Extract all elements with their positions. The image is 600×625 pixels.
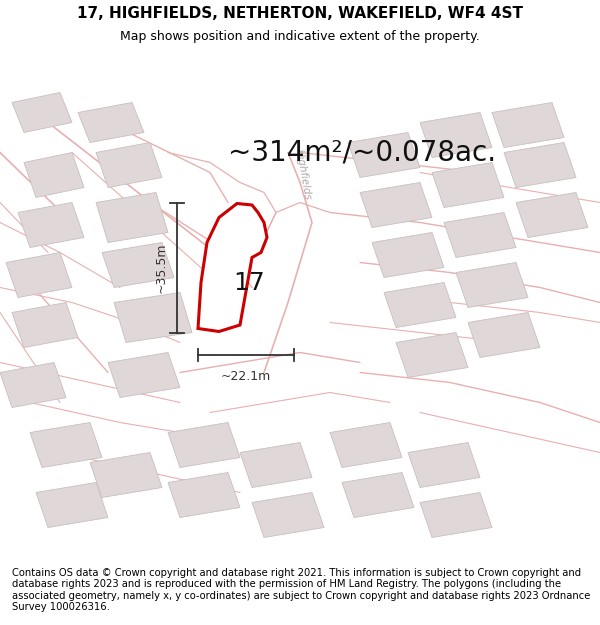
Polygon shape [96, 142, 162, 188]
Polygon shape [96, 192, 168, 242]
Polygon shape [348, 132, 420, 178]
Polygon shape [330, 422, 402, 468]
Polygon shape [456, 262, 528, 308]
Polygon shape [78, 102, 144, 142]
Polygon shape [90, 452, 162, 498]
Polygon shape [36, 482, 108, 528]
Polygon shape [24, 152, 84, 198]
Text: Map shows position and indicative extent of the property.: Map shows position and indicative extent… [120, 31, 480, 43]
Polygon shape [108, 352, 180, 398]
Polygon shape [114, 292, 192, 342]
Polygon shape [420, 112, 492, 158]
Polygon shape [432, 162, 504, 208]
Polygon shape [198, 204, 267, 331]
Polygon shape [102, 242, 174, 288]
Text: ~314m²/~0.078ac.: ~314m²/~0.078ac. [228, 139, 496, 166]
Polygon shape [408, 442, 480, 488]
Polygon shape [18, 202, 84, 248]
Polygon shape [12, 302, 78, 348]
Text: ~35.5m: ~35.5m [155, 242, 168, 292]
Polygon shape [168, 472, 240, 518]
Polygon shape [342, 472, 414, 518]
Polygon shape [360, 182, 432, 228]
Polygon shape [468, 312, 540, 358]
Polygon shape [30, 422, 102, 468]
Polygon shape [444, 213, 516, 258]
Polygon shape [6, 253, 72, 298]
Polygon shape [240, 442, 312, 488]
Polygon shape [252, 492, 324, 538]
Text: ~22.1m: ~22.1m [221, 370, 271, 383]
Polygon shape [396, 332, 468, 378]
Text: Highfields: Highfields [293, 149, 313, 201]
Polygon shape [0, 362, 66, 408]
Polygon shape [504, 142, 576, 188]
Text: Contains OS data © Crown copyright and database right 2021. This information is : Contains OS data © Crown copyright and d… [12, 568, 590, 612]
Polygon shape [516, 192, 588, 238]
Text: 17, HIGHFIELDS, NETHERTON, WAKEFIELD, WF4 4ST: 17, HIGHFIELDS, NETHERTON, WAKEFIELD, WF… [77, 6, 523, 21]
Polygon shape [372, 232, 444, 278]
Polygon shape [492, 102, 564, 148]
Text: 17: 17 [233, 271, 265, 294]
Polygon shape [384, 282, 456, 328]
Polygon shape [12, 92, 72, 132]
Polygon shape [420, 492, 492, 538]
Polygon shape [168, 422, 240, 468]
